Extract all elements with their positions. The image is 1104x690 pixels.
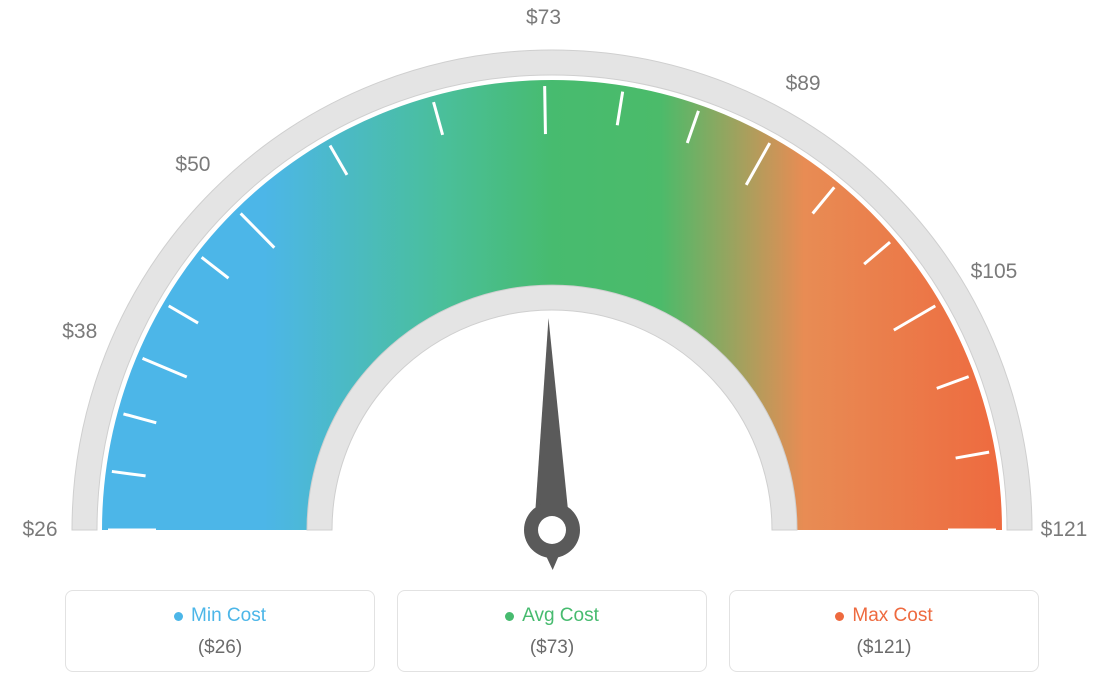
legend-value-avg: ($73) <box>398 637 706 659</box>
gauge-tick-label: $89 <box>786 72 821 96</box>
legend-dot-avg <box>505 612 514 621</box>
legend-label-avg: Avg Cost <box>522 605 599 627</box>
gauge-tick-label: $105 <box>971 260 1018 284</box>
legend-label-min: Min Cost <box>191 605 266 627</box>
legend-value-max: ($121) <box>730 637 1038 659</box>
gauge-chart: $26 $38 $50 $73 $89 $105 $121 <box>0 0 1104 580</box>
legend-card-max: Max Cost ($121) <box>729 590 1039 672</box>
legend-label-max: Max Cost <box>852 605 932 627</box>
gauge-tick-label: $38 <box>62 320 97 344</box>
legend-dot-max <box>835 612 844 621</box>
gauge-svg <box>0 0 1104 580</box>
gauge-tick-label: $50 <box>175 153 210 177</box>
legend-dot-min <box>174 612 183 621</box>
legend-card-min: Min Cost ($26) <box>65 590 375 672</box>
legend: Min Cost ($26) Avg Cost ($73) Max Cost (… <box>0 590 1104 672</box>
gauge-tick-label: $73 <box>526 6 561 30</box>
gauge-tick-label: $121 <box>1041 518 1088 542</box>
legend-title-max: Max Cost <box>835 605 932 627</box>
gauge-tick-label: $26 <box>22 518 57 542</box>
legend-value-min: ($26) <box>66 637 374 659</box>
legend-title-min: Min Cost <box>174 605 266 627</box>
legend-title-avg: Avg Cost <box>505 605 599 627</box>
legend-card-avg: Avg Cost ($73) <box>397 590 707 672</box>
